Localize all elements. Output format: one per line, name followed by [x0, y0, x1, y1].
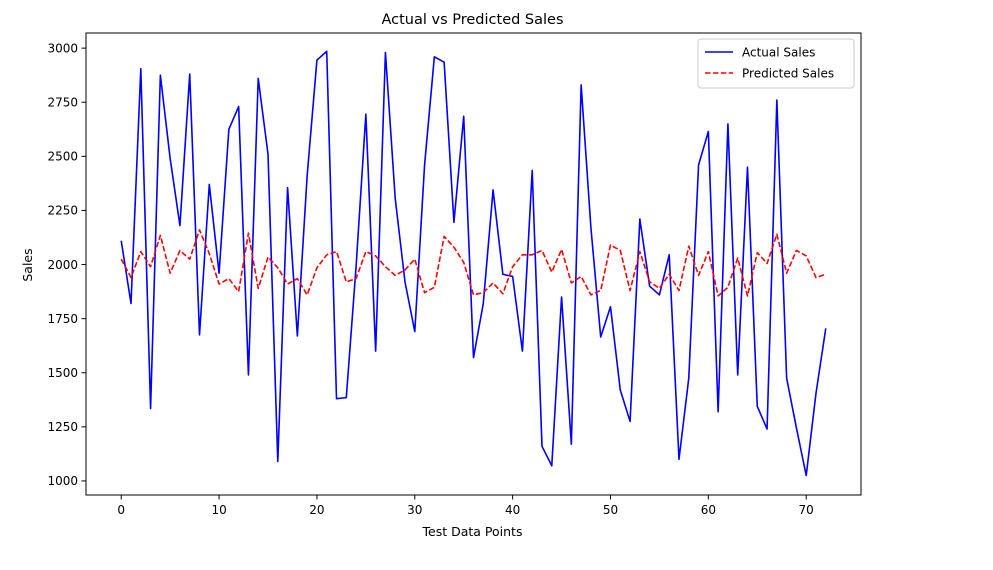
- y-tick-label: 2500: [47, 150, 78, 164]
- chart-title: Actual vs Predicted Sales: [381, 12, 563, 28]
- x-tick-label: 70: [799, 503, 814, 517]
- y-tick-label: 1500: [47, 366, 78, 380]
- y-tick-label: 1000: [47, 474, 78, 488]
- x-tick-label: 0: [117, 503, 125, 517]
- y-axis-label: Sales: [20, 248, 35, 281]
- legend-label-predicted-sales: Predicted Sales: [742, 66, 834, 80]
- x-tick-label: 30: [407, 503, 422, 517]
- plot-area: 0 10 20 30 40 50 60 70 1000 1250 1500 1750 2000 2250 2…: [47, 32, 862, 517]
- y-tick-label: 2250: [47, 204, 78, 218]
- series-line-predicted-sales: [120, 229, 827, 297]
- y-tick-label: 3000: [47, 41, 78, 55]
- legend-box: [697, 38, 855, 89]
- y-tick-label: 2750: [47, 96, 78, 110]
- y-tick-label: 1250: [47, 420, 78, 434]
- series-line-actual-sales: [120, 50, 827, 477]
- y-tick-label: 1750: [47, 312, 78, 326]
- legend-label-actual-sales: Actual Sales: [742, 45, 815, 59]
- x-tick-label: 50: [603, 503, 618, 517]
- x-tick-label: 20: [309, 503, 324, 517]
- plot-frame: [85, 32, 862, 496]
- x-tick-label: 40: [505, 503, 520, 517]
- y-tick-label: 2000: [47, 258, 78, 272]
- legend: Actual Sales Predicted Sales: [697, 38, 855, 89]
- x-axis-label: Test Data Points: [422, 524, 523, 539]
- x-tick-label: 60: [701, 503, 716, 517]
- x-tick-label: 10: [211, 503, 226, 517]
